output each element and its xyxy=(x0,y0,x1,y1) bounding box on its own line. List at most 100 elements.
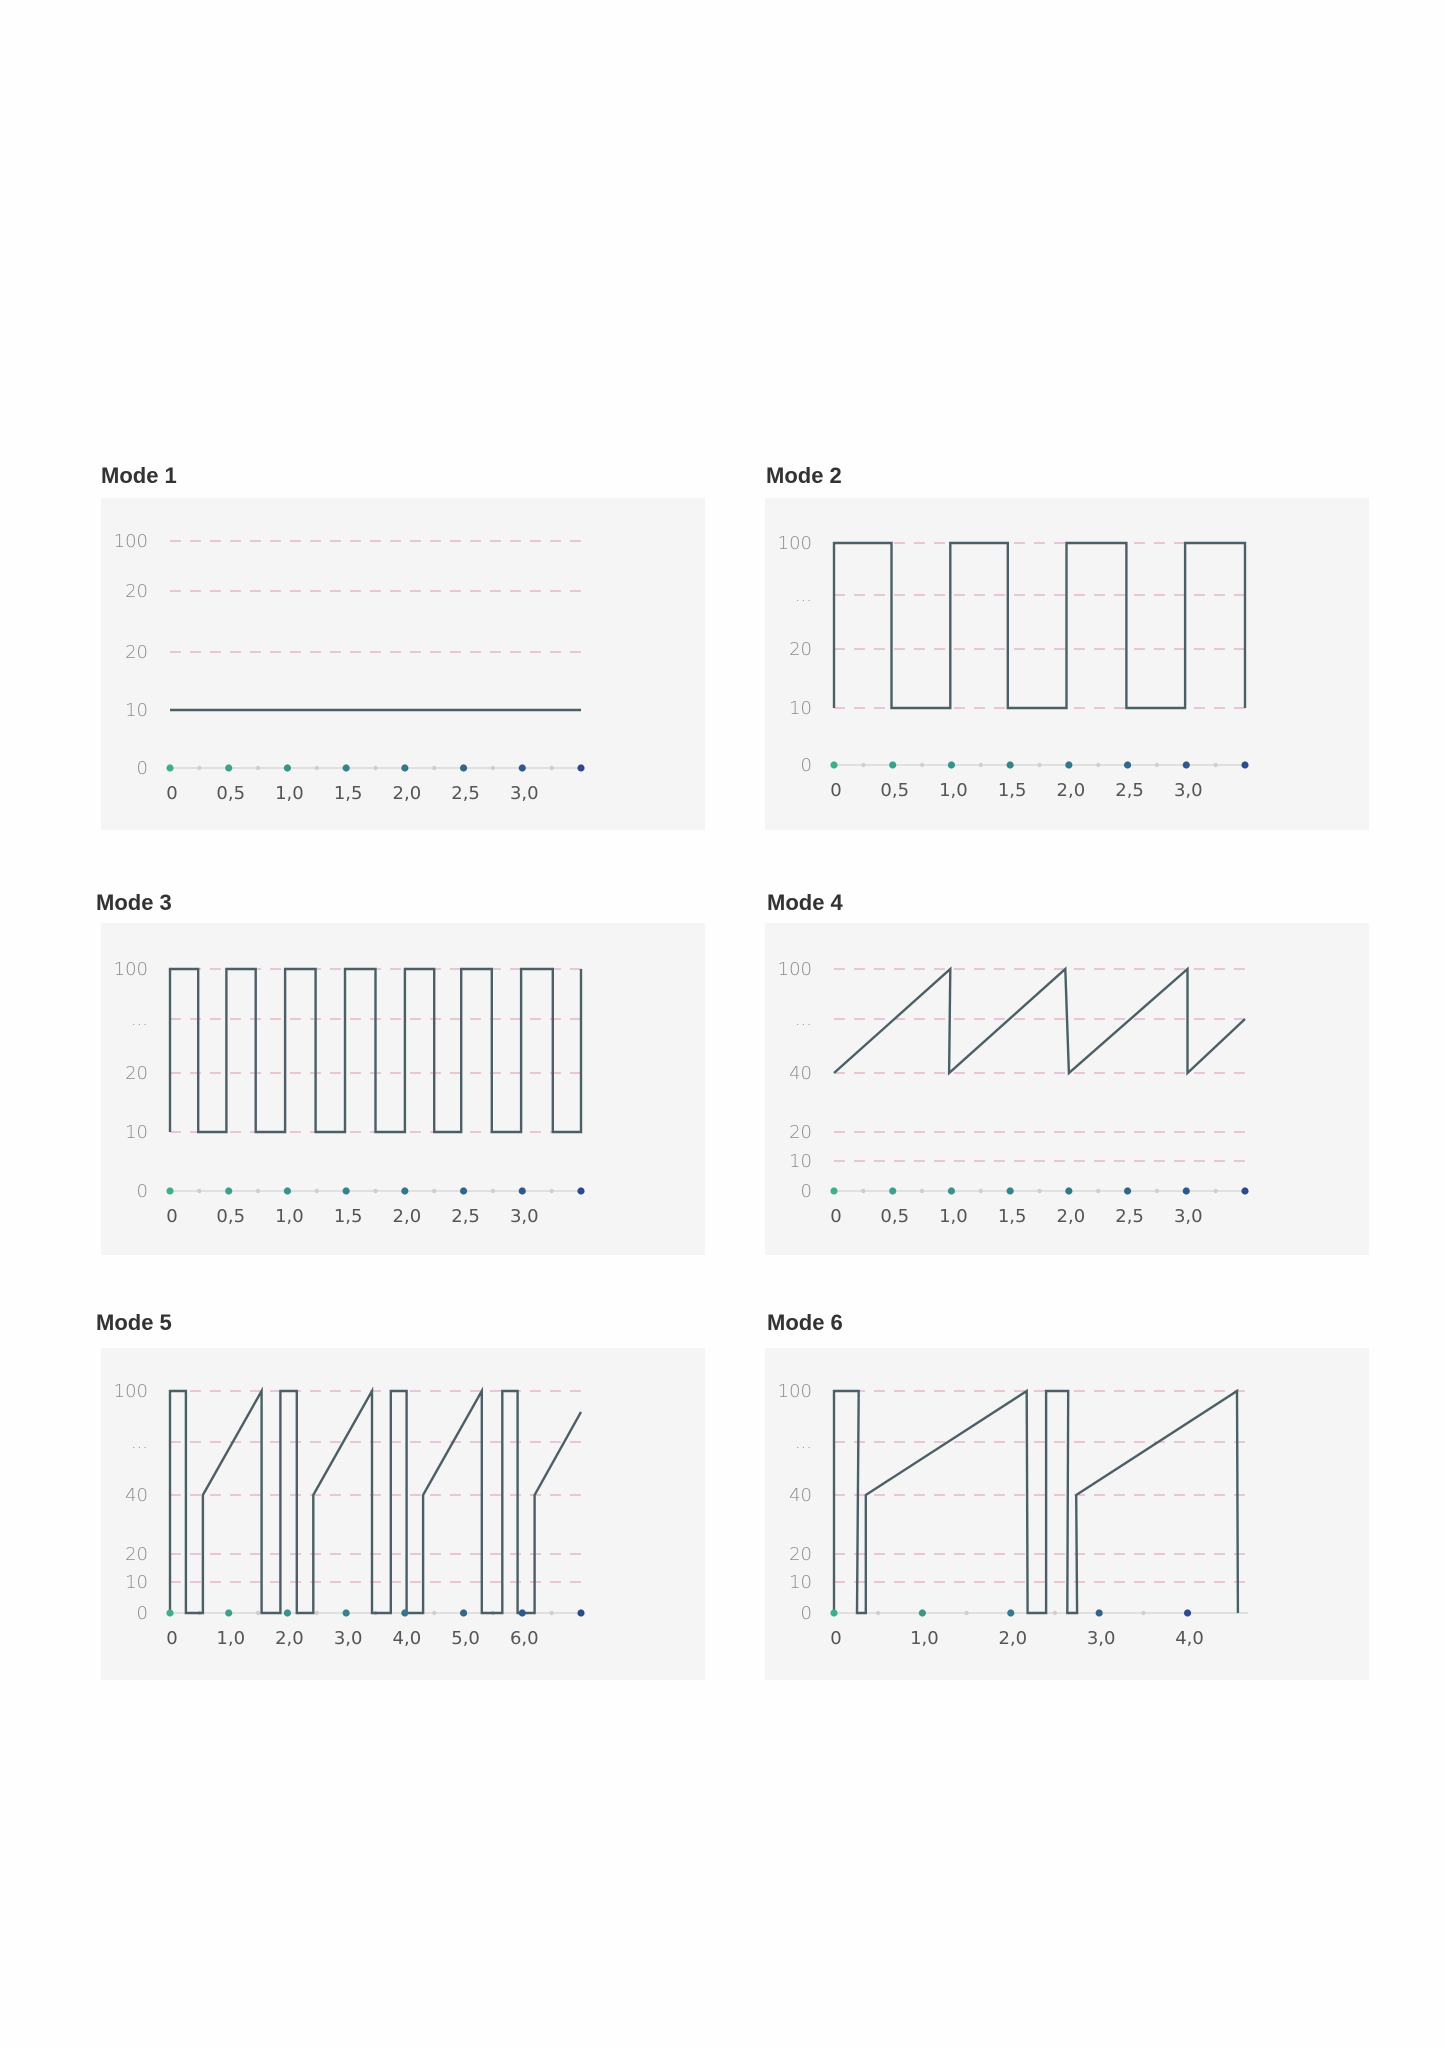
minor-marker xyxy=(432,1188,437,1194)
y-tick-label: 10 xyxy=(125,700,148,721)
chart-mode-5: 0 10 20 40... 100 0 1,0 2,0 3,0 4,0 5,0 6,0 xyxy=(114,1381,585,1649)
series-line xyxy=(832,541,1247,710)
x-marker xyxy=(1006,1187,1014,1195)
x-tick-label: 2,5 xyxy=(1115,780,1144,801)
y-tick-label: 100 xyxy=(778,533,812,554)
chart-panel-mode-5: 0 10 20 40... 100 0 1,0 2,0 3,0 4,0 5,0 6,0 xyxy=(101,1348,705,1680)
x-tick-label: 2,0 xyxy=(275,1628,304,1649)
y-tick-label: 100 xyxy=(114,1381,148,1402)
x-marker xyxy=(283,1609,292,1617)
x-tick-label: 4,0 xyxy=(393,1628,422,1649)
y-tick-label: 20 xyxy=(125,1544,148,1565)
chart-mode-3: 0 10 20... 100 0 0,5 1,0 1,5 2,0 2,5 3,0 xyxy=(114,959,585,1227)
x-marker xyxy=(166,1187,174,1195)
series-line xyxy=(832,1388,1240,1615)
minor-marker xyxy=(978,1188,983,1194)
minor-marker xyxy=(197,765,202,771)
x-tick-label: 1,5 xyxy=(998,780,1027,801)
chart-title-mode-1: Mode 1 xyxy=(101,463,177,488)
x-tick-label: 4,0 xyxy=(1175,1628,1204,1649)
y-tick-label: 100 xyxy=(114,531,148,552)
x-marker xyxy=(283,1187,292,1195)
minor-marker xyxy=(549,1610,554,1616)
minor-marker xyxy=(255,1610,261,1616)
x-tick-label: 0,5 xyxy=(880,1206,909,1227)
x-tick-label: 3,0 xyxy=(1087,1628,1116,1649)
x-marker xyxy=(225,1609,233,1617)
y-tick-label: 0 xyxy=(801,1181,812,1202)
minor-marker xyxy=(1096,1188,1101,1194)
x-marker xyxy=(889,761,897,769)
minor-marker xyxy=(861,1188,866,1194)
x-tick-label: 1,0 xyxy=(910,1628,939,1649)
minor-marker xyxy=(1096,762,1101,768)
y-tick-label: 20 xyxy=(789,1122,812,1143)
chart-mode-4: 0 10 20 40... 100 0 0,5 1,0 1,5 2,0 2,5 3,0 xyxy=(778,959,1249,1227)
y-tick-label: ... xyxy=(131,1432,148,1453)
x-marker xyxy=(342,1187,350,1195)
minor-marker xyxy=(861,762,866,768)
chart-title-mode-5: Mode 5 xyxy=(96,1310,172,1335)
x-tick-label: 0,5 xyxy=(216,783,245,804)
y-tick-label: ... xyxy=(795,1009,812,1030)
y-tick-label: ... xyxy=(795,585,812,606)
x-marker xyxy=(518,764,526,772)
x-marker xyxy=(1007,1609,1015,1617)
x-marker xyxy=(1241,761,1249,769)
x-marker xyxy=(830,761,838,769)
x-marker xyxy=(1065,761,1073,769)
minor-marker xyxy=(549,765,554,771)
y-tick-label: 100 xyxy=(114,959,148,980)
y-tick-label: 40 xyxy=(125,1485,148,1506)
chart-title-mode-2: Mode 2 xyxy=(766,463,842,488)
x-marker xyxy=(459,1187,468,1195)
chart-title-mode-3: Mode 3 xyxy=(96,890,172,915)
minor-marker xyxy=(314,1188,319,1194)
x-tick-label: 2,5 xyxy=(1115,1206,1144,1227)
x-marker xyxy=(1095,1609,1103,1617)
x-marker xyxy=(1183,1609,1192,1617)
x-marker xyxy=(830,1609,838,1617)
x-tick-label: 0 xyxy=(830,1628,841,1649)
y-tick-label: 10 xyxy=(125,1122,148,1143)
y-tick-label: 10 xyxy=(789,1151,812,1172)
x-marker xyxy=(225,764,233,772)
series-line xyxy=(168,967,583,1134)
x-tick-label: 0,5 xyxy=(880,780,909,801)
x-tick-label: 0 xyxy=(166,1206,177,1227)
x-marker xyxy=(342,1609,350,1617)
chart-panel-mode-2: 0 10 20... 100 0 0,5 1,0 1,5 2,0 2,5 3,0 xyxy=(765,498,1369,830)
y-tick-label: 20 xyxy=(125,1063,148,1084)
minor-marker xyxy=(1037,1188,1042,1194)
x-marker xyxy=(1006,761,1014,769)
minor-marker xyxy=(490,1188,496,1194)
minor-marker xyxy=(875,1610,881,1616)
x-marker xyxy=(1182,761,1190,769)
minor-marker xyxy=(1213,1188,1218,1194)
minor-marker xyxy=(919,1188,925,1194)
chart-title-mode-4: Mode 4 xyxy=(767,890,843,915)
minor-marker xyxy=(373,765,378,771)
minor-marker xyxy=(964,1610,969,1616)
minor-marker xyxy=(255,765,261,771)
minor-marker xyxy=(1154,1188,1160,1194)
x-marker xyxy=(225,1187,233,1195)
x-marker xyxy=(401,1609,409,1617)
x-tick-label: 3,0 xyxy=(510,1206,539,1227)
x-marker xyxy=(577,1187,585,1195)
y-tick-label: 20 xyxy=(125,642,148,663)
minor-marker xyxy=(490,765,496,771)
x-tick-label: 1,0 xyxy=(216,1628,245,1649)
x-tick-label: 0 xyxy=(830,1206,841,1227)
x-tick-label: 1,5 xyxy=(334,1206,363,1227)
minor-marker xyxy=(978,762,983,768)
y-tick-label: 40 xyxy=(789,1485,812,1506)
x-tick-label: 2,5 xyxy=(451,783,480,804)
chart-panel-mode-3: 0 10 20... 100 0 0,5 1,0 1,5 2,0 2,5 3,0 xyxy=(101,923,705,1255)
x-tick-label: 0 xyxy=(166,1628,177,1649)
y-tick-label: 0 xyxy=(137,1603,148,1624)
x-marker xyxy=(166,1609,174,1617)
minor-marker xyxy=(373,1188,378,1194)
x-marker xyxy=(577,1609,585,1617)
y-tick-label: 100 xyxy=(778,1381,812,1402)
